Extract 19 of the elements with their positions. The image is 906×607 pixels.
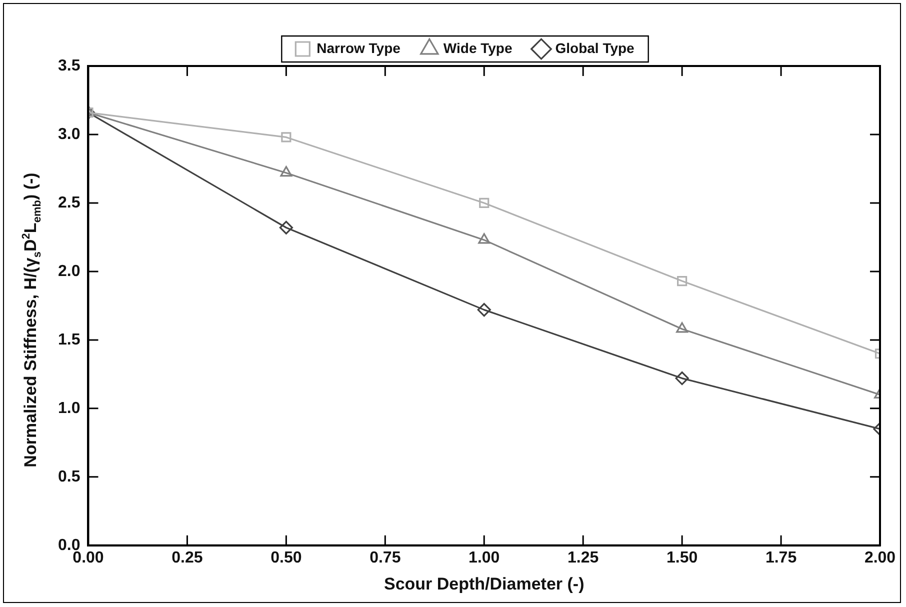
y-tick-label: 0.5	[58, 468, 80, 486]
y-tick-label: 2.5	[58, 194, 80, 212]
legend-label: Wide Type	[443, 40, 512, 56]
x-tick-label: 2.00	[864, 549, 896, 566]
y-tick-label: 2.0	[58, 262, 80, 280]
x-tick-label: 0.25	[172, 549, 203, 566]
y-tick-label: 3.5	[58, 57, 80, 74]
x-tick-label: 0.50	[270, 549, 302, 566]
y-tick-label: 1.0	[58, 400, 80, 417]
x-tick-label: 1.00	[468, 549, 500, 566]
x-tick-label: 1.75	[765, 549, 797, 566]
y-tick-label: 1.5	[58, 331, 80, 348]
x-tick-label: 1.50	[666, 549, 698, 566]
legend-label: Global Type	[555, 40, 635, 56]
y-tick-label: 3.0	[58, 126, 80, 143]
legend-label: Narrow Type	[316, 40, 401, 56]
x-axis-title: Scour Depth/Diameter (-)	[384, 574, 584, 594]
x-tick-label: 1.25	[568, 549, 599, 566]
x-tick-label: 0.75	[370, 549, 401, 566]
